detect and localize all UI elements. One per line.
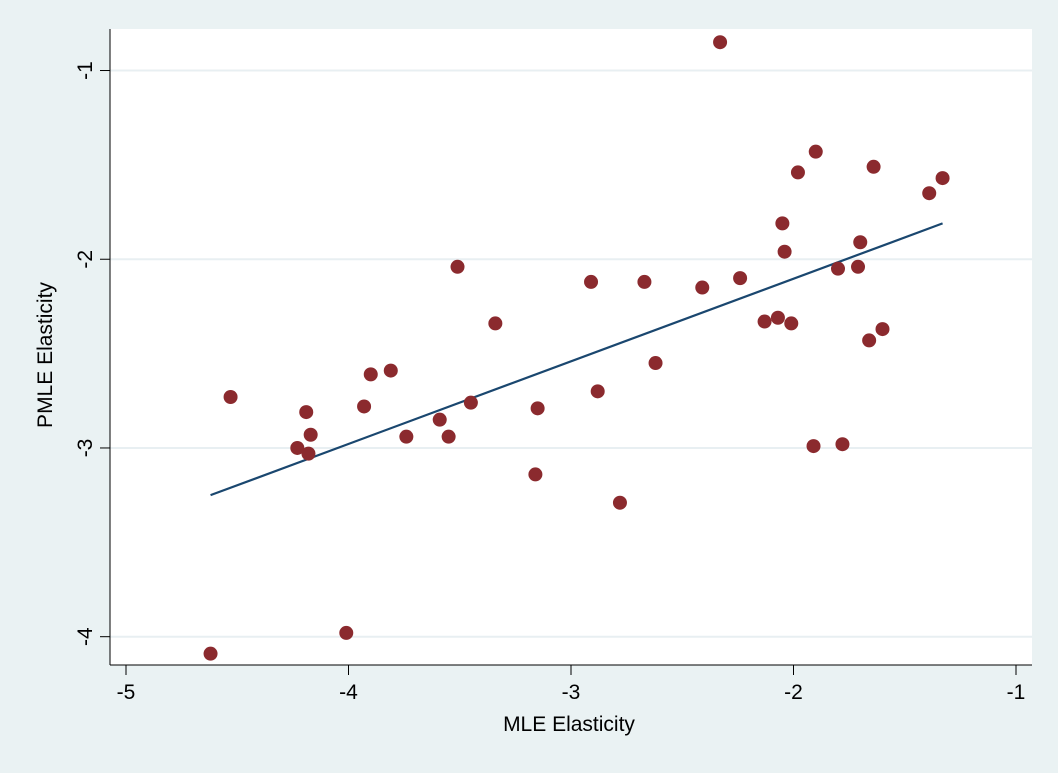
- gridlines: [110, 69, 1032, 638]
- data-point: [922, 186, 937, 201]
- data-point: [770, 310, 785, 325]
- fit-line: [210, 222, 943, 497]
- data-point: [777, 244, 792, 259]
- data-point: [432, 412, 447, 427]
- data-point: [851, 259, 866, 274]
- data-point: [223, 390, 238, 405]
- x-tick-label: -4: [339, 681, 358, 704]
- data-point: [648, 356, 663, 371]
- data-point: [875, 322, 890, 337]
- data-point: [203, 646, 218, 661]
- data-point: [695, 280, 710, 295]
- fit-line-group: [210, 222, 943, 497]
- y-tick-label: -1: [74, 61, 97, 80]
- data-point: [528, 467, 543, 482]
- data-point: [784, 316, 799, 331]
- data-point: [299, 405, 314, 420]
- data-point: [303, 427, 318, 442]
- data-point: [584, 274, 599, 289]
- data-point: [612, 495, 627, 510]
- data-point: [713, 35, 728, 50]
- y-axis-title: PMLE Elasticity: [34, 282, 57, 428]
- data-point: [590, 384, 605, 399]
- y-tick-label: -4: [74, 627, 97, 646]
- data-point: [463, 395, 478, 410]
- data-point: [290, 440, 305, 455]
- data-point: [862, 333, 877, 348]
- plot-area: [110, 29, 1032, 665]
- data-point: [790, 165, 805, 180]
- x-tick-label: -1: [1007, 681, 1026, 704]
- data-point: [450, 259, 465, 274]
- data-point: [441, 429, 456, 444]
- data-point: [835, 437, 850, 452]
- data-point: [806, 439, 821, 454]
- data-points: [203, 35, 950, 661]
- data-point: [808, 144, 823, 159]
- data-point: [853, 235, 868, 250]
- data-point: [301, 446, 316, 461]
- data-point: [339, 625, 354, 640]
- data-point: [399, 429, 414, 444]
- data-point: [831, 261, 845, 276]
- data-point: [530, 401, 545, 416]
- data-point: [757, 314, 772, 329]
- x-tick-label: -3: [562, 681, 581, 704]
- y-ticks: -4 -3 -2 -1: [74, 61, 110, 646]
- data-point: [733, 271, 748, 286]
- data-point: [488, 316, 503, 331]
- x-axis-title: MLE Elasticity: [503, 713, 635, 736]
- data-point: [383, 363, 398, 378]
- data-point: [363, 367, 378, 382]
- y-tick-label: -2: [74, 250, 97, 269]
- data-point: [866, 159, 881, 174]
- x-tick-label: -5: [117, 681, 136, 704]
- data-point: [935, 171, 950, 186]
- data-point: [775, 216, 790, 231]
- x-ticks: -5 -4 -3 -2 -1: [117, 665, 1026, 704]
- x-tick-label: -2: [784, 681, 803, 704]
- y-tick-label: -3: [74, 439, 97, 458]
- data-point: [357, 399, 372, 414]
- data-point: [637, 274, 652, 289]
